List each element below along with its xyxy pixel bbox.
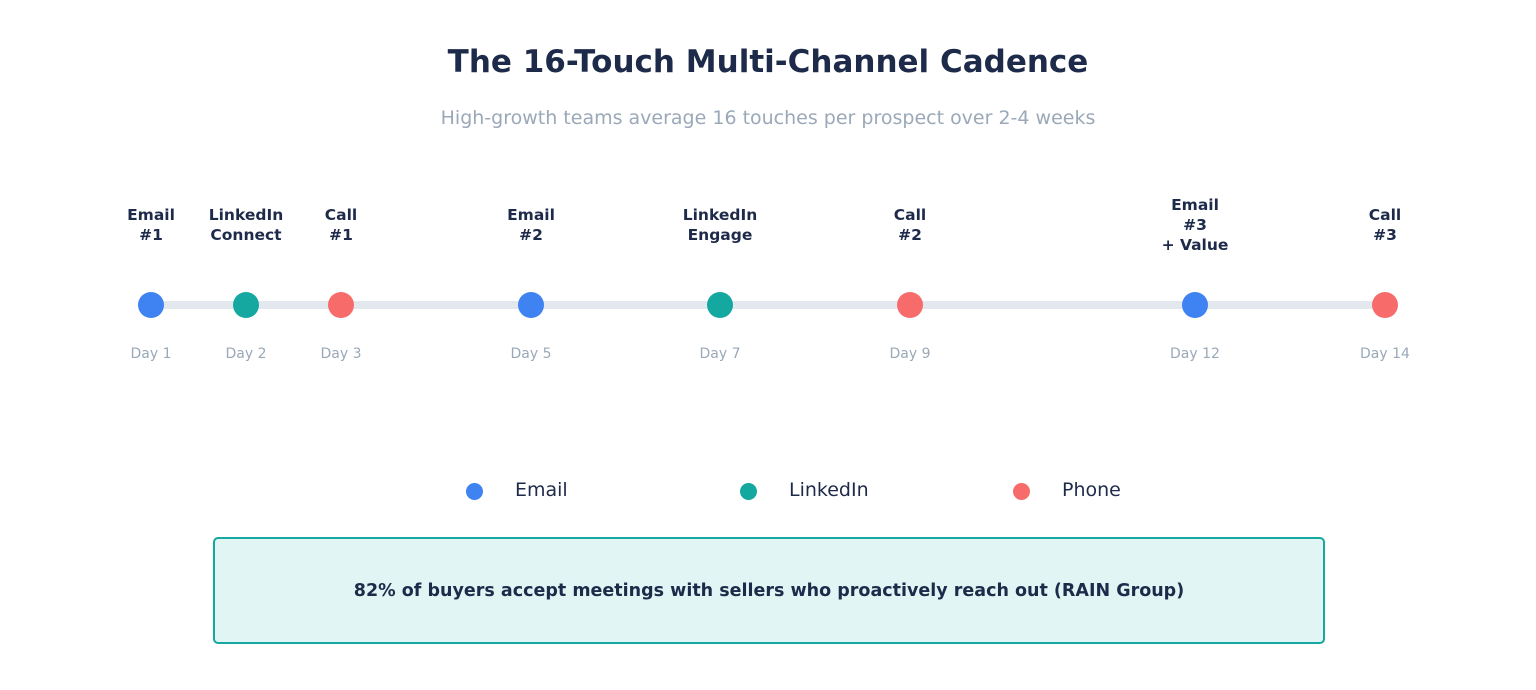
touch-label: Call #3: [1369, 206, 1401, 244]
touch-5: LinkedIn Engage Day 7: [683, 206, 758, 362]
legend-label-email: Email: [515, 479, 568, 501]
touch-label-line: Email: [1171, 196, 1219, 214]
touch-8: Call #3 Day 14: [1360, 206, 1410, 362]
touch-day: Day 12: [1170, 346, 1220, 362]
touch-dot-phone: [328, 292, 354, 318]
touch-label-line: Email: [127, 206, 175, 224]
page-subtitle: High-growth teams average 16 touches per…: [440, 107, 1096, 129]
touch-day: Day 14: [1360, 346, 1410, 362]
touch-label: LinkedIn Engage: [683, 206, 758, 244]
touch-label-line: #1: [329, 226, 353, 244]
touch-label: Call #1: [325, 206, 357, 244]
touch-label: LinkedIn Connect: [209, 206, 284, 244]
touch-7: Email #3 + Value Day 12: [1162, 196, 1229, 362]
touch-label-line: #3: [1183, 216, 1207, 234]
touch-day: Day 9: [889, 346, 930, 362]
touch-dot-email: [138, 292, 164, 318]
cadence-timeline: Email #1 Day 1 LinkedIn Connect Day 2 Call #1 Da…: [127, 196, 1410, 362]
touch-label-line: Call: [325, 206, 357, 224]
touch-points: Email #1 Day 1 LinkedIn Connect Day 2 Call #1 Da…: [127, 196, 1410, 362]
page-title: The 16-Touch Multi-Channel Cadence: [447, 44, 1089, 80]
touch-day: Day 3: [320, 346, 361, 362]
touch-day: Day 7: [699, 346, 740, 362]
touch-label-line: #2: [519, 226, 543, 244]
touch-2: LinkedIn Connect Day 2: [209, 206, 284, 362]
touch-4: Email #2 Day 5: [507, 206, 555, 362]
touch-label-line: #2: [898, 226, 922, 244]
touch-label-line: Call: [1369, 206, 1401, 224]
touch-day: Day 2: [225, 346, 266, 362]
touch-day: Day 1: [130, 346, 171, 362]
touch-label-line: LinkedIn: [683, 206, 758, 224]
touch-label: Email #2: [507, 206, 555, 244]
touch-dot-linkedin: [233, 292, 259, 318]
touch-label: Email #1: [127, 206, 175, 244]
stat-callout: 82% of buyers accept meetings with selle…: [213, 537, 1325, 644]
legend-dot-email: [466, 482, 483, 500]
legend: Email LinkedIn Phone: [0, 472, 1536, 512]
touch-6: Call #2 Day 9: [889, 206, 930, 362]
touch-label-line: Connect: [210, 226, 282, 244]
legend-label-phone: Phone: [1062, 479, 1121, 501]
touch-1: Email #1 Day 1: [127, 206, 175, 362]
touch-3: Call #1 Day 3: [320, 206, 361, 362]
touch-dot-phone: [897, 292, 923, 318]
touch-label: Email #3 + Value: [1162, 196, 1229, 254]
touch-label: Call #2: [894, 206, 926, 244]
legend-item-email: Email: [466, 472, 568, 508]
legend-label-linkedin: LinkedIn: [789, 479, 869, 501]
touch-dot-email: [518, 292, 544, 318]
touch-dot-linkedin: [707, 292, 733, 318]
touch-dot-phone: [1372, 292, 1398, 318]
stat-callout-text: 82% of buyers accept meetings with selle…: [353, 580, 1185, 601]
touch-label-line: + Value: [1162, 236, 1229, 254]
legend-dot-linkedin: [740, 482, 757, 500]
legend-item-phone: Phone: [1013, 472, 1121, 508]
touch-dot-email: [1182, 292, 1208, 318]
touch-label-line: #1: [139, 226, 163, 244]
touch-label-line: #3: [1373, 226, 1397, 244]
touch-day: Day 5: [510, 346, 551, 362]
touch-label-line: Call: [894, 206, 926, 224]
touch-label-line: LinkedIn: [209, 206, 284, 224]
legend-dot-phone: [1013, 482, 1030, 500]
touch-label-line: Engage: [688, 226, 753, 244]
touch-label-line: Email: [507, 206, 555, 224]
legend-item-linkedin: LinkedIn: [740, 472, 869, 508]
